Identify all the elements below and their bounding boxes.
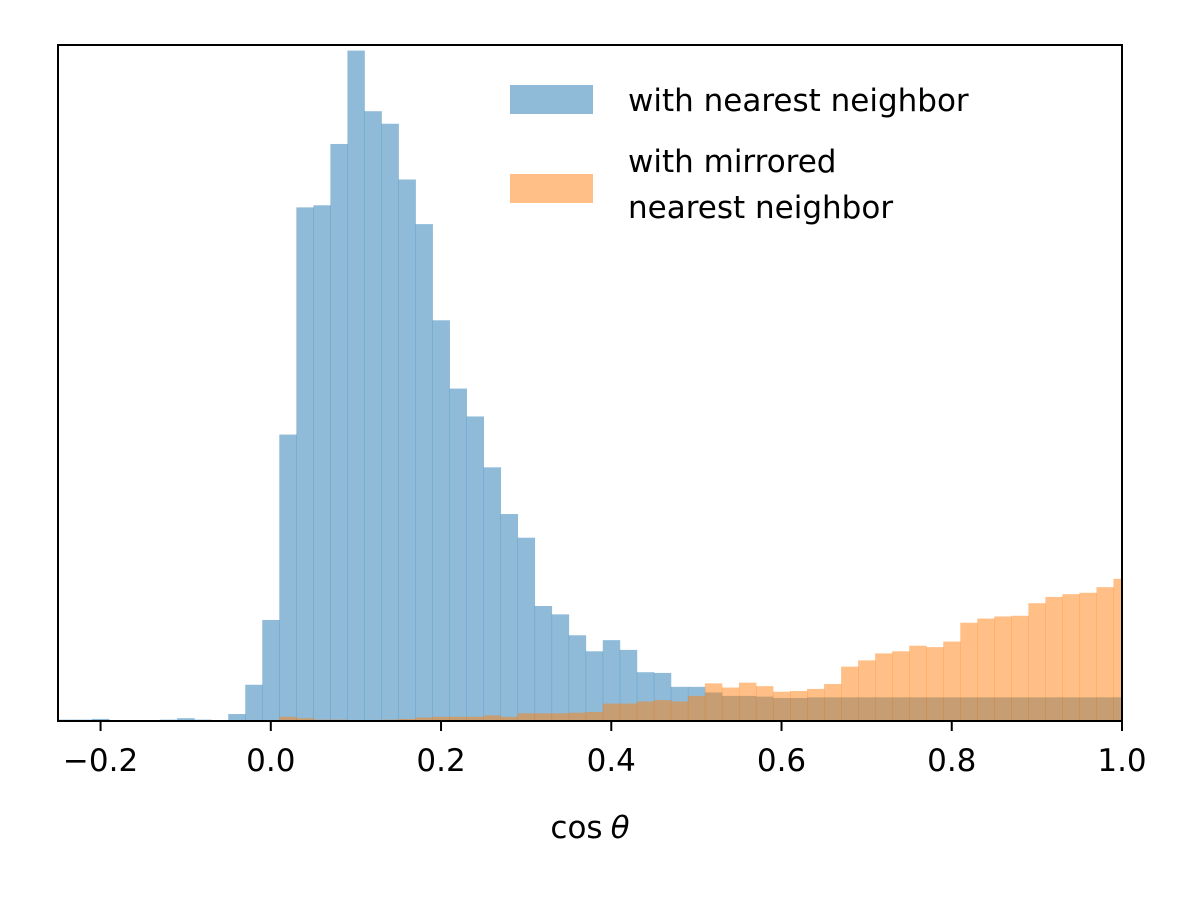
histogram-bar-series-1 bbox=[517, 713, 536, 721]
histogram-bar-series-1 bbox=[858, 660, 876, 721]
histogram-bar-series-0 bbox=[432, 320, 450, 721]
histogram-bar-series-1 bbox=[807, 688, 825, 721]
histogram-bar-series-1 bbox=[670, 701, 689, 721]
histogram-bar-series-1 bbox=[432, 716, 450, 721]
histogram-bar-series-1 bbox=[1011, 615, 1029, 721]
x-axis: −0.2 0.0 0.2 0.4 0.6 0.8 1.0 bbox=[63, 721, 1147, 779]
x-tick-label: 0.2 bbox=[416, 743, 465, 779]
histogram-bar-series-0 bbox=[296, 207, 314, 721]
histogram-bar-series-1 bbox=[892, 651, 910, 721]
histogram-bar-series-1 bbox=[483, 715, 502, 721]
histogram-bar-series-1 bbox=[585, 711, 604, 721]
histogram-bar-series-1 bbox=[687, 695, 706, 721]
histogram-bar-series-1 bbox=[1045, 596, 1063, 721]
histogram-bar-series-1 bbox=[1113, 578, 1123, 721]
histogram-bar-series-1 bbox=[721, 687, 740, 721]
legend-label-mirrored-line-2: nearest neighbor bbox=[628, 190, 893, 226]
histogram-bar-series-0 bbox=[92, 718, 110, 721]
histogram-bar-series-1 bbox=[960, 622, 978, 721]
histogram-bar-series-0 bbox=[551, 614, 570, 721]
histogram-bars bbox=[58, 50, 1123, 722]
x-tick-label: 0.6 bbox=[757, 743, 806, 779]
histogram-bar-series-1 bbox=[943, 641, 961, 721]
histogram-bar-series-1 bbox=[1096, 587, 1114, 721]
histogram-bar-series-0 bbox=[619, 649, 638, 721]
histogram-bar-series-1 bbox=[568, 712, 587, 721]
histogram-bar-series-0 bbox=[330, 143, 348, 721]
histogram-bar-series-1 bbox=[636, 701, 655, 721]
legend: with nearest neighbor with mirrored near… bbox=[510, 83, 969, 226]
histogram-bar-series-0 bbox=[245, 684, 263, 721]
histogram-bar-series-1 bbox=[449, 716, 467, 721]
x-axis-label: cos θ bbox=[550, 810, 629, 846]
histogram-bar-series-1 bbox=[653, 700, 672, 721]
x-axis-label-text: cos bbox=[550, 810, 602, 846]
histogram-bar-series-1 bbox=[704, 683, 723, 721]
histogram-bar-series-1 bbox=[824, 684, 842, 721]
histogram-bar-series-0 bbox=[177, 718, 195, 721]
histogram-bar-series-1 bbox=[926, 647, 944, 721]
legend-label-nearest-neighbor: with nearest neighbor bbox=[628, 83, 969, 119]
histogram-bar-series-0 bbox=[415, 224, 433, 722]
histogram-bar-series-0 bbox=[466, 416, 484, 721]
legend-swatch-mirrored-nearest-neighbor bbox=[510, 174, 593, 203]
legend-label-mirrored-line-1: with mirrored bbox=[628, 144, 836, 180]
histogram-bar-series-1 bbox=[994, 616, 1012, 721]
histogram-bar-series-0 bbox=[313, 205, 331, 722]
histogram-bar-series-1 bbox=[1062, 594, 1080, 721]
histogram-bar-series-1 bbox=[875, 653, 893, 721]
x-tick-label: 1.0 bbox=[1097, 743, 1146, 779]
histogram-bar-series-0 bbox=[262, 619, 280, 721]
histogram-bar-series-1 bbox=[279, 716, 297, 721]
x-tick-label: 0.0 bbox=[246, 743, 295, 779]
histogram-bar-series-1 bbox=[602, 703, 621, 721]
histogram-bar-series-1 bbox=[738, 682, 757, 721]
histogram-bar-series-1 bbox=[773, 691, 791, 721]
histogram-bar-series-0 bbox=[534, 606, 553, 721]
histogram-bar-series-0 bbox=[449, 388, 467, 721]
histogram-bar-series-1 bbox=[619, 703, 638, 721]
x-tick-label: −0.2 bbox=[63, 743, 138, 779]
histogram-bar-series-1 bbox=[500, 716, 519, 721]
histogram-bar-series-0 bbox=[398, 179, 416, 721]
histogram-bar-series-0 bbox=[364, 111, 382, 721]
histogram-bar-series-0 bbox=[500, 514, 519, 721]
histogram-bar-series-1 bbox=[534, 713, 553, 721]
histogram-bar-series-0 bbox=[585, 651, 604, 721]
histogram-bar-series-1 bbox=[1079, 592, 1097, 721]
histogram-bar-series-1 bbox=[551, 713, 570, 721]
histogram-bar-series-1 bbox=[755, 686, 774, 721]
histogram-bar-series-1 bbox=[296, 718, 314, 721]
histogram-bar-series-0 bbox=[568, 635, 587, 721]
histogram-bar-series-0 bbox=[602, 640, 621, 721]
x-axis-label-symbol: θ bbox=[611, 810, 630, 846]
histogram-bar-series-0 bbox=[381, 123, 399, 721]
histogram-bar-series-1 bbox=[790, 691, 808, 721]
x-tick-label: 0.4 bbox=[587, 743, 636, 779]
histogram-bar-series-0 bbox=[279, 434, 297, 721]
legend-swatch-nearest-neighbor bbox=[510, 85, 593, 114]
plot-area-frame bbox=[57, 44, 1123, 722]
x-tick-label: 0.8 bbox=[927, 743, 976, 779]
histogram-bar-series-0 bbox=[228, 714, 246, 721]
histogram-bar-series-1 bbox=[466, 716, 484, 721]
histogram-bar-series-0 bbox=[517, 537, 536, 721]
histogram-bar-series-1 bbox=[977, 618, 995, 721]
histogram-bar-series-1 bbox=[398, 718, 416, 721]
histogram-bar-series-1 bbox=[909, 645, 927, 721]
histogram-bar-series-1 bbox=[1028, 603, 1046, 721]
histogram-bar-series-1 bbox=[841, 666, 859, 721]
histogram-bar-series-0 bbox=[347, 50, 365, 721]
histogram-bar-series-0 bbox=[483, 467, 502, 721]
histogram-bar-series-1 bbox=[415, 717, 433, 721]
